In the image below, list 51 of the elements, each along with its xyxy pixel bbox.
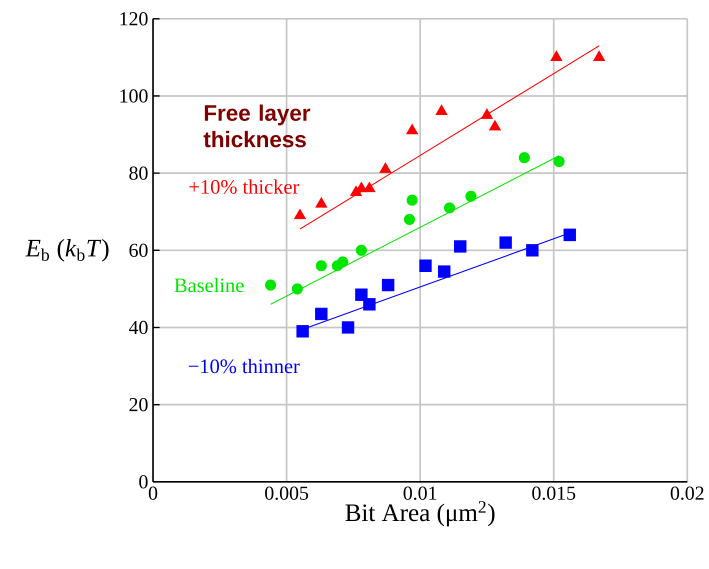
point	[526, 244, 539, 257]
point	[363, 298, 376, 311]
y-tick-label: 120	[120, 12, 148, 26]
point	[550, 50, 562, 61]
x-tick-label: 0.02	[670, 486, 704, 500]
point	[499, 236, 512, 249]
point	[382, 278, 394, 292]
annotation: Free layer thickness	[204, 104, 310, 148]
point	[316, 260, 327, 272]
point	[465, 190, 476, 202]
point	[265, 280, 276, 291]
y-tick-label: 60	[129, 244, 148, 258]
x-tick-label: 0	[148, 486, 158, 500]
point	[564, 228, 576, 242]
point	[315, 197, 328, 208]
point	[296, 325, 309, 338]
point	[488, 120, 501, 130]
point	[438, 265, 450, 278]
point	[294, 208, 306, 220]
point	[454, 240, 466, 253]
series-label: −10% thinner	[188, 358, 300, 374]
y-tick-label: 0	[139, 475, 148, 489]
point	[404, 214, 416, 226]
y-tick-label: 100	[120, 89, 148, 103]
y-tick-label: 20	[129, 398, 148, 412]
point	[315, 308, 328, 320]
y-axis-title: E$_{b}$ (k$_{b}$T)	[25, 239, 109, 262]
point	[406, 194, 418, 206]
point	[554, 156, 565, 168]
point	[480, 108, 493, 119]
y-tick-label: 80	[129, 166, 148, 180]
series-label: Baseline	[174, 278, 244, 292]
x-tick-label: 0.015	[532, 486, 576, 500]
point	[337, 256, 348, 268]
point	[356, 244, 367, 256]
point	[292, 283, 303, 294]
series-label: +10% thicker	[189, 179, 300, 194]
x-tick-label: 0.005	[265, 486, 308, 500]
y-tick-label: 40	[128, 320, 148, 334]
point	[436, 104, 448, 116]
x-axis-title: Bit Area (μm$^{2}$)	[345, 501, 495, 526]
point	[406, 124, 418, 134]
point	[444, 202, 456, 214]
x-tick-label: 0.01	[404, 486, 436, 500]
point	[342, 321, 354, 334]
point	[419, 260, 432, 272]
point	[518, 152, 530, 164]
point	[593, 50, 606, 61]
point	[355, 288, 368, 301]
point	[363, 182, 376, 192]
point	[379, 162, 392, 173]
